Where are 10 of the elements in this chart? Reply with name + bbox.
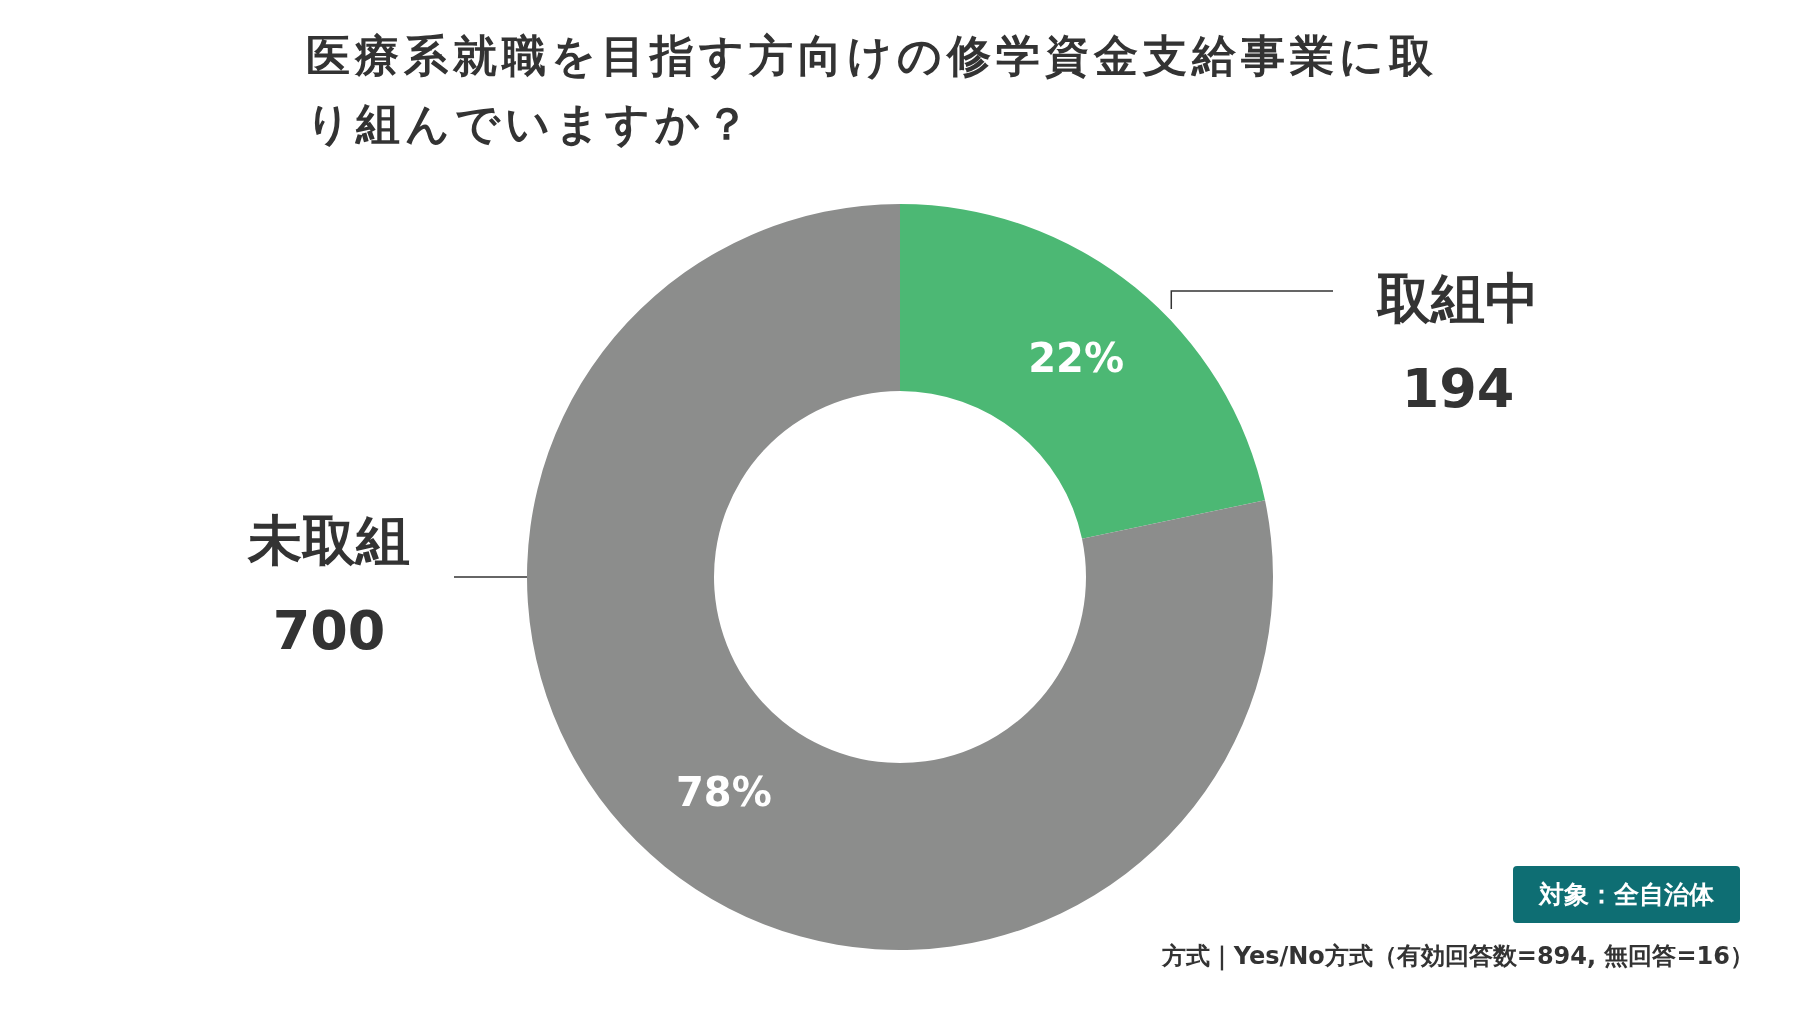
donut-slice bbox=[900, 204, 1266, 539]
text: 方式｜Yes/No方式（有効回答数=894, 無回答=16） bbox=[1161, 941, 1754, 972]
data-label: 700 bbox=[272, 599, 386, 663]
text: 対象：全自治体 bbox=[1513, 866, 1740, 923]
data-label: 194 bbox=[1401, 356, 1515, 420]
chart-title: 医療系就職を目指す方向けの修学資金支給事業に取り組んでいますか？ bbox=[306, 29, 1439, 151]
slice-label: 未取組 bbox=[247, 509, 410, 573]
text: 22% bbox=[1028, 334, 1124, 381]
text: 78% bbox=[676, 769, 772, 816]
slice-label: 取組中 bbox=[1376, 266, 1539, 330]
